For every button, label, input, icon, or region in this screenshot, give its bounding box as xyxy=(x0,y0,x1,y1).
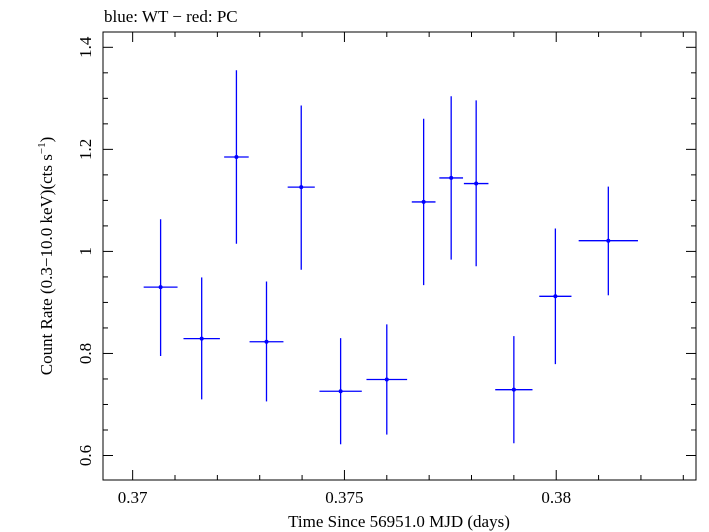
data-point xyxy=(439,96,464,260)
data-point xyxy=(539,228,572,365)
y-axis-label-superscript: −1 xyxy=(36,142,48,154)
data-point xyxy=(463,100,489,267)
data-point xyxy=(249,281,284,402)
y-axis-label: Count Rate (0.3−10.0 keV)(cts s−1) xyxy=(36,137,56,376)
plot-frame xyxy=(102,31,697,481)
x-tick-label: 0.38 xyxy=(541,488,571,507)
data-point xyxy=(143,219,178,357)
x-axis-label: Time Since 56951.0 MJD (days) xyxy=(288,512,510,531)
data-points xyxy=(143,70,638,445)
data-marker xyxy=(553,294,558,299)
data-marker xyxy=(158,285,163,290)
data-point xyxy=(319,338,362,445)
y-tick-label: 1 xyxy=(76,247,95,256)
chart-title: blue: WT − red: PC xyxy=(104,7,238,26)
data-marker xyxy=(474,181,479,186)
x-tick-labels: 0.37 0.375 0.38 xyxy=(118,488,571,507)
y-axis-label-close: ) xyxy=(37,137,56,143)
y-tick-label: 0.8 xyxy=(76,343,95,364)
y-tick-labels: 0.6 0.8 1 1.2 1.4 xyxy=(76,36,95,466)
y-tick-label: 1.2 xyxy=(76,139,95,160)
x-tick-label: 0.37 xyxy=(118,488,148,507)
x-tick-label: 0.375 xyxy=(325,488,363,507)
data-point xyxy=(495,336,533,444)
data-point xyxy=(183,277,220,400)
axis-ticks xyxy=(103,32,696,480)
y-tick-label: 0.6 xyxy=(76,445,95,466)
data-marker xyxy=(421,199,426,204)
data-point xyxy=(578,186,638,296)
data-marker xyxy=(449,175,454,180)
data-marker xyxy=(338,389,343,394)
data-point xyxy=(287,105,315,270)
y-axis-label-main: Count Rate (0.3−10.0 keV)(cts s xyxy=(37,154,56,375)
data-point xyxy=(366,324,408,435)
data-point xyxy=(411,118,436,286)
y-tick-label: 1.4 xyxy=(76,36,95,58)
data-marker xyxy=(299,185,304,190)
data-marker xyxy=(511,387,516,392)
data-marker xyxy=(199,336,204,341)
data-marker xyxy=(234,155,239,160)
data-marker xyxy=(606,238,611,243)
data-point xyxy=(224,70,249,244)
data-marker xyxy=(384,377,389,382)
data-marker xyxy=(264,339,269,344)
